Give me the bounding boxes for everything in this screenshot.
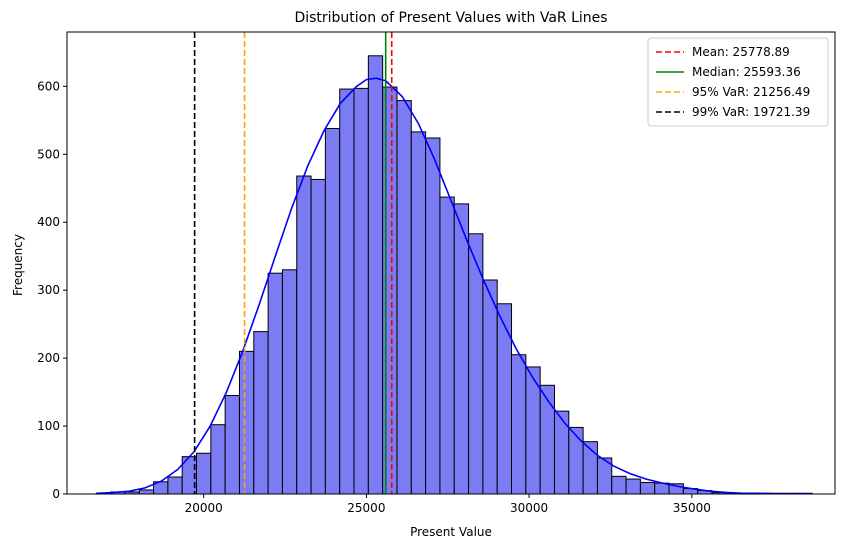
histogram-bar xyxy=(353,87,369,495)
x-tick-label: 30000 xyxy=(510,501,548,515)
histogram-bar xyxy=(196,452,212,495)
histogram-bar xyxy=(425,137,441,495)
histogram-bar xyxy=(539,384,555,495)
chart-title: Distribution of Present Values with VaR … xyxy=(294,10,607,26)
histogram-bar xyxy=(482,279,498,495)
histogram-bar xyxy=(281,269,298,495)
histogram-bar xyxy=(138,489,155,495)
histogram-bar xyxy=(396,100,412,495)
histogram-bar xyxy=(238,350,255,495)
histogram-bar xyxy=(568,426,584,495)
y-axis-label: Frequency xyxy=(11,234,25,296)
kde-curve-layer xyxy=(96,77,813,495)
histogram-bar xyxy=(410,131,427,495)
kde-curve xyxy=(96,77,813,495)
legend-label: Mean: 25778.89 xyxy=(692,45,790,59)
histogram-bar xyxy=(496,303,513,495)
x-axis-label: Present Value xyxy=(410,525,492,539)
histogram-bar xyxy=(339,88,355,495)
plot-frame xyxy=(66,31,836,495)
histogram-bar xyxy=(625,478,641,495)
reference-lines xyxy=(193,32,393,494)
x-tick-label: 35000 xyxy=(673,501,711,515)
legend-label: 95% VaR: 21256.49 xyxy=(692,85,810,99)
y-tick-label: 300 xyxy=(37,283,60,297)
histogram-bar xyxy=(439,196,455,495)
y-tick-label: 0 xyxy=(52,487,60,501)
legend: Mean: 25778.89 Median: 25593.36 95% VaR: 2… xyxy=(647,37,829,127)
legend-label: Median: 25593.36 xyxy=(692,65,801,79)
y-tick-label: 400 xyxy=(37,215,60,229)
y-tick-label: 200 xyxy=(37,351,60,365)
y-tick-label: 100 xyxy=(37,419,60,433)
legend-box xyxy=(647,37,829,127)
histogram-bar xyxy=(310,178,326,495)
histogram-bar xyxy=(453,203,470,495)
x-tick-label: 20000 xyxy=(185,501,223,515)
histogram-bar xyxy=(382,86,398,495)
histogram-bar xyxy=(639,481,656,495)
histogram-bar xyxy=(324,127,341,495)
y-axis: 0 100 200 300 400 500 600 xyxy=(37,79,67,501)
histogram-bar xyxy=(367,55,384,495)
histogram-bar xyxy=(267,272,283,495)
histogram-bar xyxy=(224,394,240,495)
legend-label: 99% VaR: 19721.39 xyxy=(692,105,810,119)
y-tick-label: 500 xyxy=(37,147,60,161)
histogram-bar xyxy=(253,331,269,495)
histogram-bar xyxy=(611,475,627,495)
histogram-bar xyxy=(553,410,570,495)
x-axis: 20000 25000 30000 35000 xyxy=(185,494,711,515)
histogram-bar xyxy=(296,175,312,495)
histogram-bars xyxy=(95,55,813,495)
x-tick-label: 25000 xyxy=(347,501,385,515)
histogram-bar xyxy=(167,476,183,495)
histogram-bar xyxy=(511,354,527,495)
y-tick-label: 600 xyxy=(37,79,60,93)
histogram-bar xyxy=(210,424,226,495)
